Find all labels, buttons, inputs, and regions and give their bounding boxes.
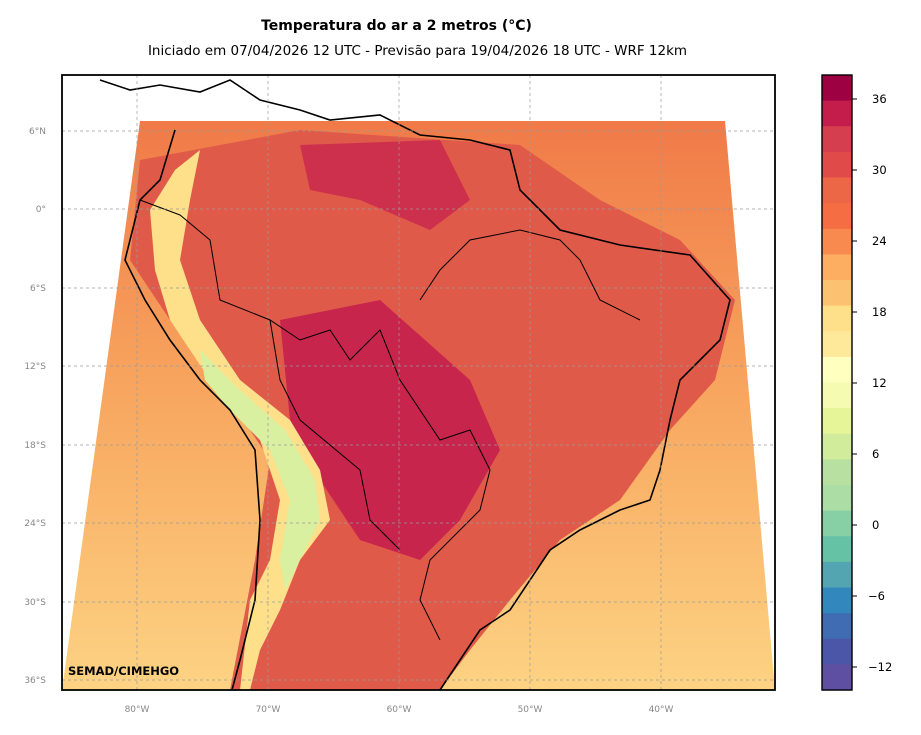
colorbar-tick-label: −12 [868,660,892,674]
colorbar-band [822,613,852,640]
colorbar-ticks [852,98,857,668]
colorbar-tick-label: 18 [872,305,887,319]
lon-tick-label: 60°W [387,705,412,715]
colorbar-band [822,485,852,512]
colorbar-band [822,151,852,179]
colorbar-tick-label: 24 [872,234,887,248]
colorbar-band [822,356,852,384]
credit-label: SEMAD/CIMEHGO [68,664,180,678]
lat-tick-label: 36°S [24,676,46,686]
lat-tick-label: 18°S [24,441,46,451]
map-frame [61,74,776,691]
map-title: Temperatura do ar a 2 metros (°C) [261,18,532,34]
lat-tick-label: 30°S [24,598,46,608]
colorbar-tick-label: 12 [872,376,887,390]
colorbar-band [822,664,852,691]
colorbar-band [822,228,852,255]
colorbar-band [822,510,852,537]
lat-tick-label: 24°S [24,519,46,529]
colorbar-band [822,280,852,307]
colorbar-band [822,638,852,665]
colorbar-band [822,254,852,281]
colorbar-band [822,100,852,127]
colorbar-band [822,331,852,358]
lon-tick-label: 70°W [256,705,281,715]
colorbar-tick-label: 30 [872,163,887,177]
lon-tick-label: 40°W [649,705,674,715]
lon-tick-label: 80°W [125,705,150,715]
colorbar-band [822,75,852,102]
colorbar-band [822,587,852,614]
colorbar-tick-label: 36 [872,92,887,106]
colorbar-band [822,408,852,435]
colorbar-band [822,382,852,409]
colorbar-bands [822,75,852,691]
colorbar-tick-label: 0 [872,518,879,532]
colorbar-band [822,433,852,460]
colorbar-band [822,203,852,230]
lat-tick-label: 12°S [24,362,46,372]
colorbar-band [822,126,852,153]
colorbar-tick-label: 6 [872,447,879,461]
colorbar-band [822,459,852,486]
lat-tick-label: 0° [36,205,46,215]
country-borders [139,199,641,641]
lat-tick-label: 6°N [29,127,46,137]
colorbar-band [822,536,852,563]
hot-core-field [280,300,500,560]
amazon-hot-field [300,140,470,230]
lon-tick-label: 50°W [518,705,543,715]
colorbar-band [822,561,852,589]
lat-tick-label: 6°S [30,284,46,294]
colorbar-band [822,177,852,204]
colorbar-tick-label: −6 [868,589,885,603]
graticule [62,75,775,690]
colorbar-band [822,305,852,332]
map-subtitle: Iniciado em 07/04/2026 12 UTC - Previsão… [147,43,688,59]
